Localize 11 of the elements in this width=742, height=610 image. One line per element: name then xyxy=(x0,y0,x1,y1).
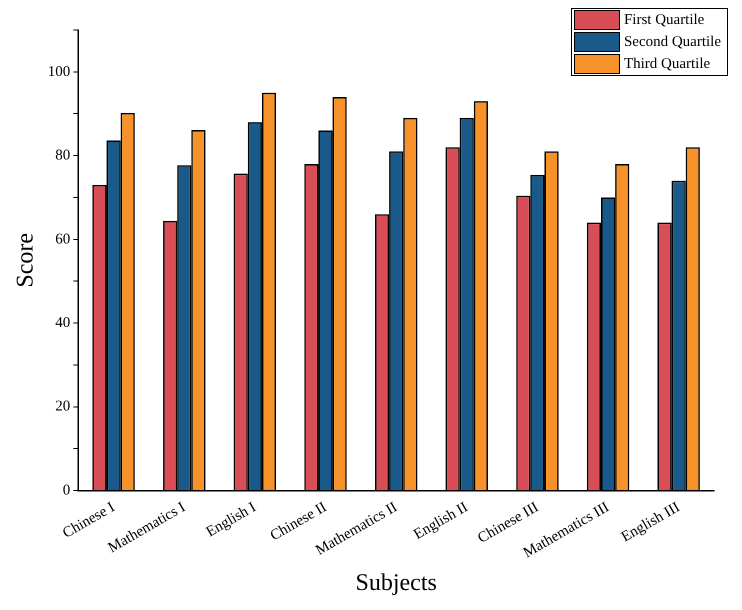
y-tick-label: 0 xyxy=(62,482,70,498)
y-tick-label: 20 xyxy=(55,398,70,415)
y-tick-label: 80 xyxy=(55,148,70,164)
y-tick-label: 100 xyxy=(48,64,70,80)
legend-label: Third Quartile xyxy=(624,56,710,72)
y-tick-label: 60 xyxy=(55,231,70,248)
legend-label: Second Quartile xyxy=(624,34,721,50)
legend-label: First Quartile xyxy=(624,12,704,28)
y-tick-label: 40 xyxy=(55,314,70,331)
x-axis-title: Subjects xyxy=(355,570,437,596)
y-axis-title: Score xyxy=(12,232,39,288)
